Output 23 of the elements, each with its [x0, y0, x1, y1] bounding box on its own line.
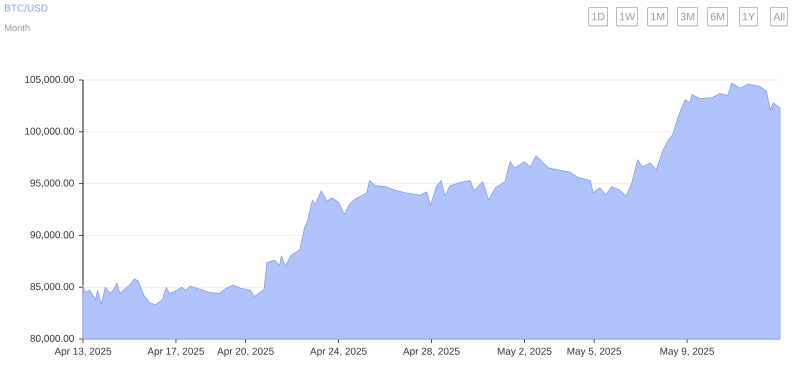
y-tick-label: 80,000.00: [30, 334, 74, 344]
x-tick-label: Apr 13, 2025: [54, 348, 112, 357]
y-tick-label: 95,000.00: [30, 179, 74, 188]
x-tick-label: Apr 28, 2025: [402, 348, 460, 357]
text: All: [773, 12, 784, 20]
y-tick-label: 90,000.00: [30, 231, 74, 240]
chart-subtitle: Month: [5, 24, 30, 32]
x-tick-label: May 5, 2025: [568, 348, 622, 357]
text: 1M: [651, 12, 664, 20]
y-tick-label: 105,000.00: [25, 76, 74, 84]
x-tick-label: May 9, 2025: [660, 348, 714, 357]
x-tick-label: May 2, 2025: [498, 348, 552, 357]
chart-title: BTC/USD: [5, 4, 48, 12]
text: 1D: [592, 12, 605, 20]
text: 1Y: [742, 12, 755, 20]
text: 3M: [680, 12, 694, 20]
x-tick-label: Apr 24, 2025: [310, 348, 367, 357]
text: 6M: [710, 12, 724, 20]
x-tick-label: Apr 20, 2025: [217, 348, 274, 357]
y-tick-label: 85,000.00: [30, 283, 74, 292]
x-tick-label: Apr 17, 2025: [147, 348, 204, 357]
y-tick-label: 100,000.00: [25, 128, 74, 136]
text: 1W: [620, 12, 636, 20]
